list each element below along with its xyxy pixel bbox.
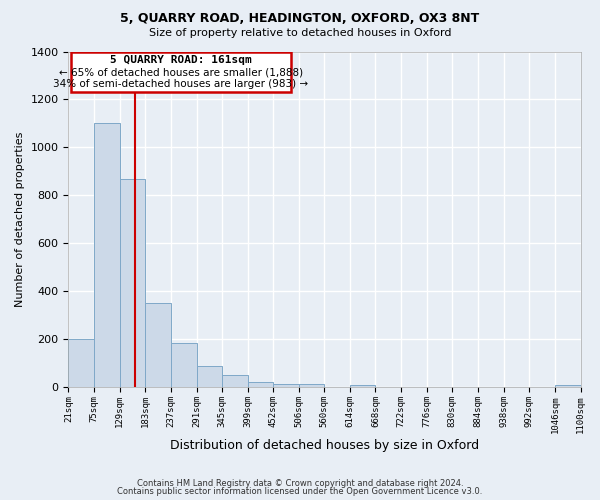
Bar bbox=[197, 366, 222, 388]
Text: ← 65% of detached houses are smaller (1,888): ← 65% of detached houses are smaller (1,… bbox=[59, 68, 303, 78]
Text: Contains HM Land Registry data © Crown copyright and database right 2024.: Contains HM Land Registry data © Crown c… bbox=[137, 478, 463, 488]
Bar bbox=[299, 384, 324, 388]
Text: 34% of semi-detached houses are larger (983) →: 34% of semi-detached houses are larger (… bbox=[53, 79, 308, 89]
Y-axis label: Number of detached properties: Number of detached properties bbox=[15, 132, 25, 307]
X-axis label: Distribution of detached houses by size in Oxford: Distribution of detached houses by size … bbox=[170, 440, 479, 452]
Bar bbox=[68, 340, 94, 388]
Bar bbox=[145, 304, 171, 388]
Bar bbox=[555, 385, 581, 388]
Text: Size of property relative to detached houses in Oxford: Size of property relative to detached ho… bbox=[149, 28, 451, 38]
Bar bbox=[119, 178, 145, 388]
Bar bbox=[273, 384, 299, 388]
Bar bbox=[350, 385, 376, 388]
Text: Contains public sector information licensed under the Open Government Licence v3: Contains public sector information licen… bbox=[118, 487, 482, 496]
Text: 5 QUARRY ROAD: 161sqm: 5 QUARRY ROAD: 161sqm bbox=[110, 56, 252, 66]
Bar bbox=[222, 376, 248, 388]
Bar bbox=[248, 382, 273, 388]
Bar bbox=[94, 124, 119, 388]
Bar bbox=[71, 52, 291, 92]
Text: 5, QUARRY ROAD, HEADINGTON, OXFORD, OX3 8NT: 5, QUARRY ROAD, HEADINGTON, OXFORD, OX3 … bbox=[121, 12, 479, 26]
Bar bbox=[171, 343, 197, 388]
